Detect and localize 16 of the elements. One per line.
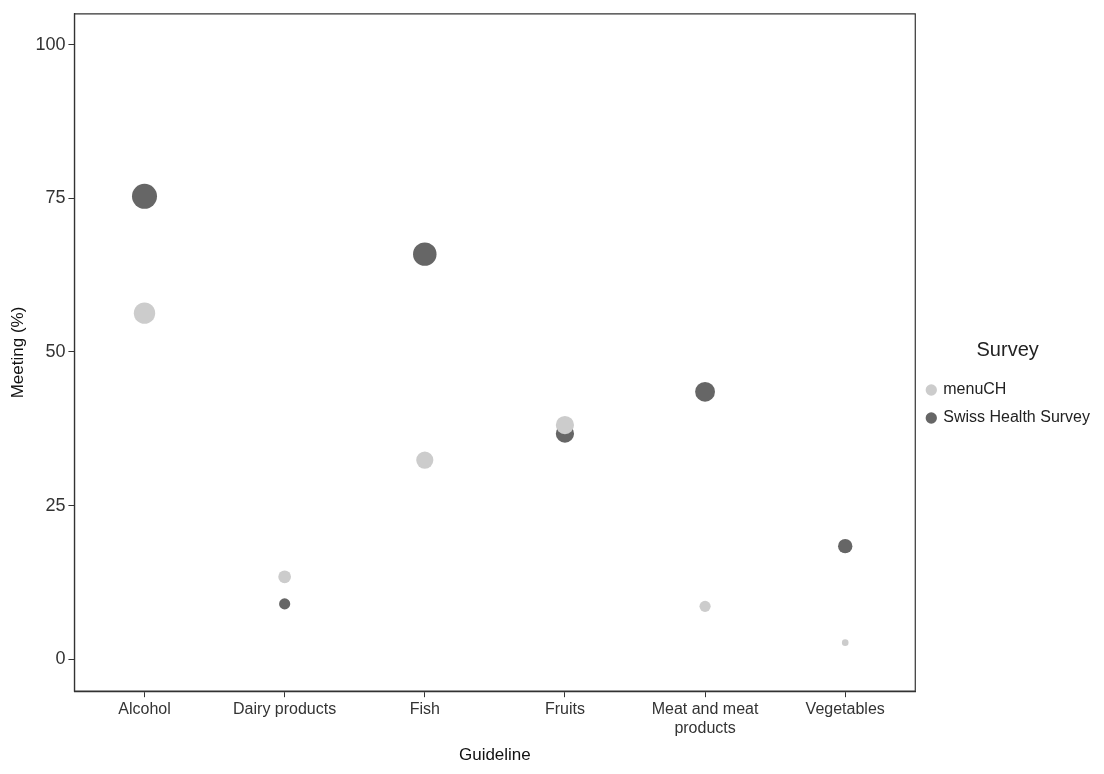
x-tick-label: Fruits bbox=[544, 700, 585, 718]
legend-label: Swiss Health Survey bbox=[943, 408, 1090, 426]
x-tick-label: Meat and meat products bbox=[651, 700, 759, 737]
y-tick-label: 100 bbox=[35, 33, 66, 54]
legend-label: menuCH bbox=[943, 380, 1007, 398]
y-tick-label: 50 bbox=[45, 340, 66, 361]
x-axis-title: Guideline bbox=[458, 745, 531, 765]
x-tick-label: Alcohol bbox=[118, 700, 171, 718]
y-tick-label: 0 bbox=[55, 648, 66, 669]
x-tick-label: Vegetables bbox=[805, 700, 885, 718]
y-tick-label: 75 bbox=[45, 187, 66, 208]
y-axis-title: Meeting (%) bbox=[7, 306, 27, 399]
legend-title: Survey bbox=[976, 337, 1039, 360]
x-tick-label: Fish bbox=[409, 700, 440, 718]
y-tick-label: 25 bbox=[45, 494, 66, 515]
x-tick-label: Dairy products bbox=[233, 700, 337, 718]
